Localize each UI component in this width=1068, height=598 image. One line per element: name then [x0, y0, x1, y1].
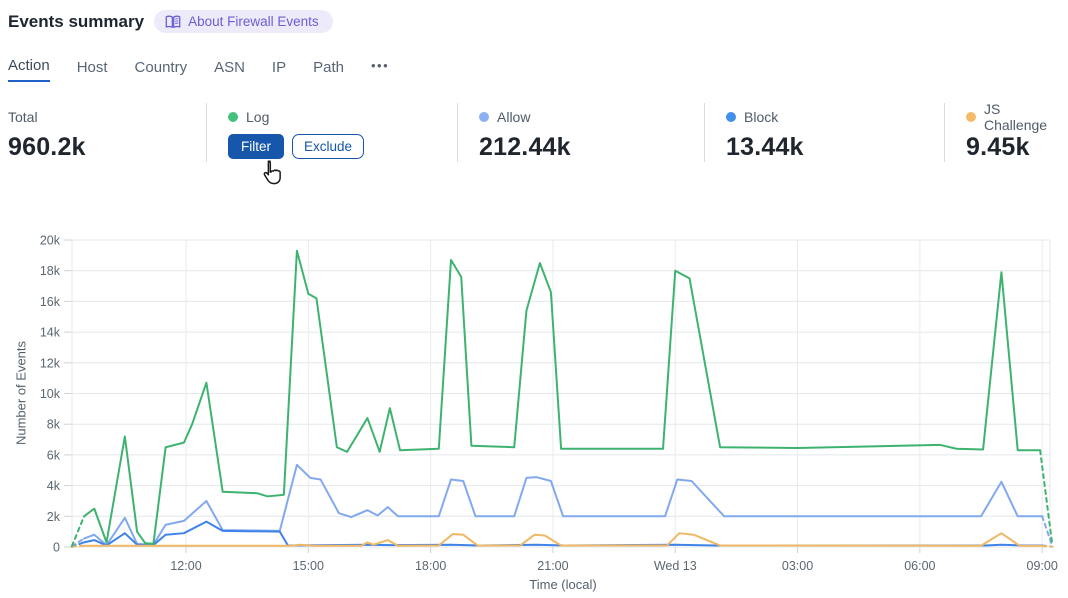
- y-tick-label: 8k: [47, 418, 61, 432]
- stat-allow-value: 212.44k: [479, 133, 571, 161]
- series-dash-end-js-challenge: [1041, 544, 1054, 548]
- x-tick-label: 15:00: [293, 559, 324, 573]
- stat-js-challenge[interactable]: JS Challenge 9.45k: [944, 101, 1062, 162]
- stat-block[interactable]: Block 13.44k: [704, 103, 944, 162]
- stat-js-challenge-value: 9.45k: [966, 133, 1030, 161]
- stat-log[interactable]: Log Filter Exclude: [206, 103, 457, 162]
- tab-path[interactable]: Path: [313, 59, 344, 76]
- tab-bar: Action Host Country ASN IP Path •••: [8, 57, 389, 82]
- page-title: Events summary: [8, 11, 145, 31]
- y-tick-label: 0: [53, 541, 60, 555]
- x-tick-label: 09:00: [1027, 559, 1058, 573]
- about-firewall-events-link[interactable]: About Firewall Events: [154, 10, 333, 33]
- series-dash-end-log: [1039, 449, 1054, 547]
- stat-allow-label: Allow: [497, 109, 531, 125]
- stat-js-challenge-label: JS Challenge: [984, 101, 1048, 133]
- series-dash-start-log: [70, 515, 86, 548]
- events-time-series-chart: 0 2k 4k 6k 8k 10k 12k 14k 16k 18k 20k 12:00 15:00 18:…: [0, 225, 1068, 598]
- filter-button[interactable]: Filter: [228, 134, 284, 159]
- y-axis-title: Number of Events: [13, 340, 29, 446]
- series-dash-end-allow: [1041, 515, 1054, 548]
- stat-total-value: 960.2k: [8, 133, 86, 161]
- x-tick-label: 21:00: [537, 559, 568, 573]
- open-book-icon: [165, 15, 181, 28]
- tab-action[interactable]: Action: [8, 57, 50, 82]
- summary-stats-row: Total 960.2k Log Filter Exclude Allow 21…: [8, 101, 1062, 162]
- series-line-log: [83, 249, 1042, 545]
- tab-host[interactable]: Host: [76, 59, 108, 76]
- stat-total-label: Total: [8, 109, 38, 125]
- y-tick-label: 20k: [40, 234, 61, 248]
- y-tick-label: 16k: [40, 295, 61, 309]
- allow-legend-dot: [479, 112, 489, 122]
- series-dash-start-js-challenge: [70, 544, 86, 548]
- y-tick-label: 12k: [40, 356, 61, 370]
- stat-block-value: 13.44k: [726, 133, 804, 161]
- series-line-block: [83, 520, 1044, 547]
- stat-block-label: Block: [744, 109, 779, 125]
- tab-country[interactable]: Country: [134, 59, 188, 76]
- mouse-cursor: [259, 159, 286, 196]
- block-legend-dot: [726, 112, 736, 122]
- log-legend-dot: [228, 112, 238, 122]
- series-line-allow: [83, 463, 1044, 547]
- x-tick-label: 03:00: [782, 559, 813, 573]
- tab-asn[interactable]: ASN: [214, 59, 245, 76]
- y-tick-label: 10k: [40, 387, 61, 401]
- y-tick-label: 18k: [40, 264, 61, 278]
- stat-log-label: Log: [246, 109, 270, 125]
- header: Events summary About Firewall Events: [8, 10, 333, 33]
- stat-total: Total 960.2k: [8, 103, 206, 162]
- y-tick-label: 6k: [47, 448, 61, 462]
- x-tick-label: 06:00: [904, 559, 935, 573]
- y-tick-label: 14k: [40, 326, 61, 340]
- series-line-js-challenge: [83, 532, 1044, 547]
- js-challenge-legend-dot: [966, 112, 976, 122]
- chart-canvas[interactable]: 0 2k 4k 6k 8k 10k 12k 14k 16k 18k 20k 12:00 15:00 18:…: [0, 225, 1068, 598]
- y-tick-label: 2k: [47, 510, 61, 524]
- stat-allow[interactable]: Allow 212.44k: [457, 103, 704, 162]
- x-axis-title: Time (local): [529, 577, 597, 592]
- tab-ip[interactable]: IP: [271, 59, 287, 76]
- x-tick-label: 18:00: [415, 559, 446, 573]
- y-tick-label: 4k: [47, 479, 61, 493]
- x-tick-label: Wed 13: [654, 559, 697, 573]
- about-pill-label: About Firewall Events: [188, 14, 319, 29]
- tabs-more-icon[interactable]: •••: [370, 58, 390, 73]
- exclude-button[interactable]: Exclude: [292, 134, 365, 159]
- x-tick-label: 12:00: [170, 559, 201, 573]
